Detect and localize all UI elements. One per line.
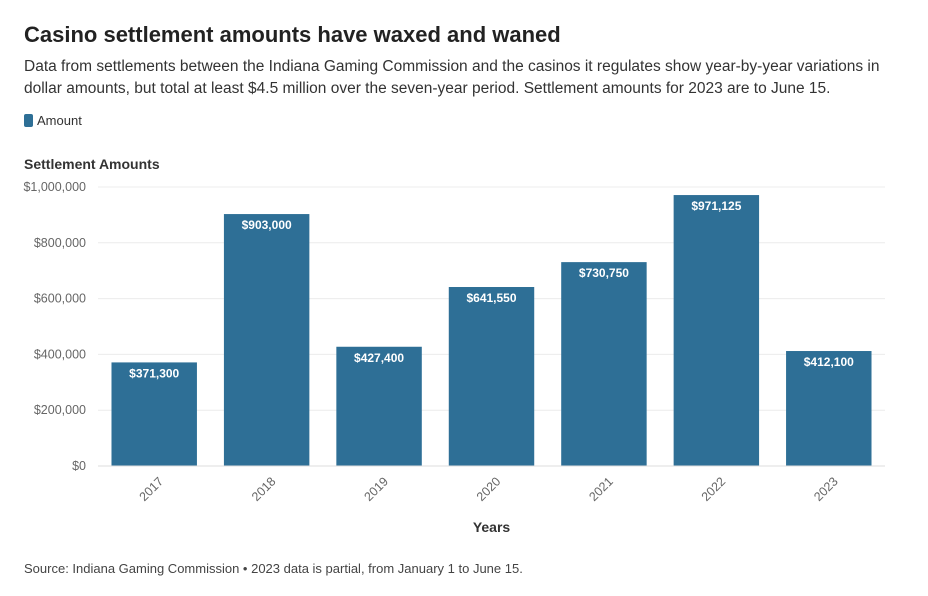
bar-2023 bbox=[786, 351, 872, 466]
chart-title: Casino settlement amounts have waxed and… bbox=[24, 22, 561, 47]
bar-chart: $0 $200,000 $400,000 $600,000 $800,000 $1,000… bbox=[23, 180, 885, 535]
data-label-2019: $427,400 bbox=[354, 351, 404, 365]
x-tick-label-2023: 2023 bbox=[811, 474, 841, 504]
y-tick-label: $0 bbox=[72, 459, 86, 473]
bar-2020 bbox=[448, 287, 535, 466]
x-tick-label-2021: 2021 bbox=[586, 474, 616, 504]
chart-heading: Settlement Amounts bbox=[24, 156, 160, 172]
data-label-2017: $371,300 bbox=[129, 366, 179, 380]
y-tick-label: $400,000 bbox=[34, 347, 86, 361]
legend-swatch-amount bbox=[24, 114, 33, 127]
data-label-2018: $903,000 bbox=[242, 218, 292, 232]
x-tick-label-2022: 2022 bbox=[699, 474, 729, 504]
x-tick-label-2018: 2018 bbox=[249, 474, 279, 504]
bar-2018 bbox=[223, 214, 310, 466]
source-note: Source: Indiana Gaming Commission • 2023… bbox=[24, 561, 523, 576]
bar-2017 bbox=[111, 362, 197, 466]
data-label-2023: $412,100 bbox=[804, 355, 854, 369]
legend-label-amount: Amount bbox=[37, 113, 82, 128]
y-tick-label: $200,000 bbox=[34, 403, 86, 417]
x-axis-title: Years bbox=[473, 519, 511, 535]
data-label-2020: $641,550 bbox=[466, 291, 516, 305]
data-label-2021: $730,750 bbox=[579, 266, 629, 280]
x-tick-label-2017: 2017 bbox=[137, 474, 167, 504]
bar-2019 bbox=[336, 346, 422, 466]
y-tick-label: $600,000 bbox=[34, 292, 86, 306]
bar-2022 bbox=[673, 195, 760, 466]
y-tick-label: $800,000 bbox=[34, 236, 86, 250]
data-label-2022: $971,125 bbox=[691, 199, 741, 213]
legend: Amount bbox=[24, 113, 82, 128]
x-tick-label-2020: 2020 bbox=[474, 474, 504, 504]
bar-2021 bbox=[561, 262, 647, 466]
y-tick-label: $1,000,000 bbox=[23, 180, 86, 194]
x-tick-label-2019: 2019 bbox=[361, 474, 391, 504]
chart-subtitle: Data from settlements between the Indian… bbox=[24, 58, 880, 97]
